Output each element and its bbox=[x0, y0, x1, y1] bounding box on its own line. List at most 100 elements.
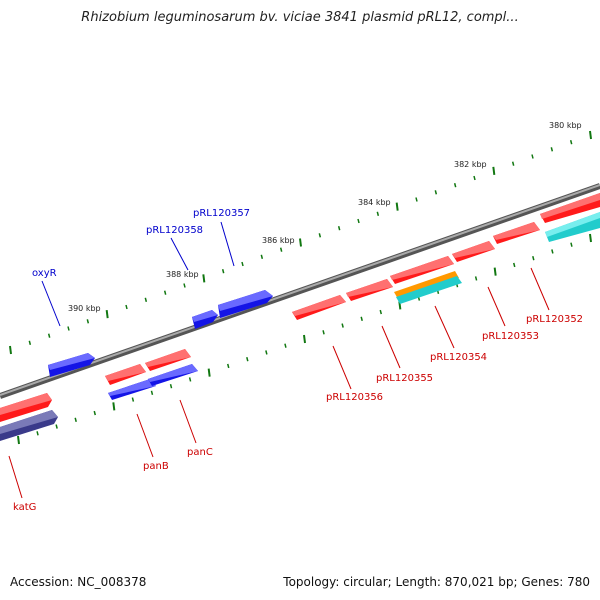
inner-tick-mark bbox=[131, 397, 135, 402]
outer-tick-mark bbox=[202, 274, 206, 283]
outer-tick-mark bbox=[550, 147, 554, 152]
outer-tick-mark bbox=[531, 154, 534, 159]
inner-tick-mark bbox=[17, 435, 20, 445]
leader-pRL120357 bbox=[220, 221, 235, 267]
label-oxyR: oxyR bbox=[32, 268, 57, 279]
gene-pRL120355[interactable] bbox=[346, 279, 393, 301]
label-pRL120354: pRL120354 bbox=[430, 352, 487, 363]
inner-tick-mark bbox=[589, 233, 592, 243]
outer-tick-mark bbox=[569, 139, 573, 145]
gene-katG-navy[interactable] bbox=[0, 410, 58, 441]
outer-tick-mark bbox=[221, 268, 225, 274]
outer-tick-mark bbox=[125, 304, 128, 310]
inner-tick-mark bbox=[207, 368, 211, 377]
outer-tick-mark bbox=[511, 161, 515, 166]
inner-tick-mark bbox=[169, 383, 173, 389]
inner-tick-mark bbox=[112, 402, 116, 411]
accession-text: Accession: NC_008378 bbox=[10, 575, 147, 589]
outer-tick-mark bbox=[86, 319, 90, 324]
gene-pRL120358[interactable] bbox=[192, 310, 218, 329]
gene-pRL120352-a[interactable] bbox=[493, 222, 540, 244]
inner-tick-mark bbox=[246, 357, 249, 362]
inner-tick-mark bbox=[341, 323, 344, 328]
scale-label-386: 386 kbp bbox=[262, 236, 295, 245]
inner-tick-mark bbox=[303, 334, 306, 344]
outer-tick-mark bbox=[47, 333, 51, 338]
inner-tick-mark bbox=[551, 249, 554, 254]
inner-tick-mark bbox=[227, 363, 230, 369]
inner-tick-mark bbox=[570, 242, 573, 247]
outer-tick-mark bbox=[28, 340, 32, 346]
topology-text: Topology: circular; Length: 870,021 bp; … bbox=[283, 575, 590, 589]
inner-tick-mark bbox=[532, 256, 535, 261]
outer-tick-mark bbox=[279, 247, 283, 252]
leader-pRL120358 bbox=[170, 237, 189, 271]
label-pRL120352: pRL120352 bbox=[526, 314, 583, 325]
reverse-genes bbox=[0, 193, 600, 441]
scale-label-390: 390 kbp bbox=[68, 304, 101, 313]
outer-tick-mark bbox=[241, 261, 244, 267]
label-panB: panB bbox=[143, 461, 169, 472]
inner-tick-mark bbox=[55, 424, 58, 429]
outer-tick-mark bbox=[260, 254, 264, 260]
outer-tick-row bbox=[9, 130, 592, 355]
leader-pRL120355 bbox=[381, 325, 401, 369]
gene-panC-red[interactable] bbox=[145, 349, 191, 371]
outer-tick-mark bbox=[9, 345, 12, 355]
outer-tick-mark bbox=[453, 182, 457, 188]
gene-oxyR[interactable] bbox=[48, 353, 95, 377]
outer-tick-mark bbox=[357, 218, 360, 224]
leader-pRL120352 bbox=[530, 267, 550, 311]
leader-pRL120353 bbox=[487, 286, 506, 327]
gene-katG-red[interactable] bbox=[0, 393, 52, 422]
gene-panB-blue[interactable] bbox=[108, 379, 156, 400]
scale-label-384: 384 kbp bbox=[358, 198, 391, 207]
leader-pRL120354 bbox=[434, 305, 455, 349]
gene-panB-red[interactable] bbox=[105, 364, 146, 385]
inner-tick-mark bbox=[513, 262, 516, 268]
outer-tick-mark bbox=[318, 233, 322, 238]
outer-tick-mark bbox=[299, 238, 302, 247]
inner-tick-mark bbox=[360, 316, 363, 321]
label-pRL120358: pRL120358 bbox=[146, 225, 203, 236]
backbone-highlight bbox=[0, 184, 600, 396]
inner-tick-mark bbox=[74, 417, 77, 422]
inner-tick-mark bbox=[474, 276, 478, 281]
gene-pRL120353[interactable] bbox=[452, 241, 495, 262]
label-pRL120353: pRL120353 bbox=[482, 331, 539, 342]
outer-tick-mark bbox=[105, 310, 109, 319]
label-pRL120356: pRL120356 bbox=[326, 392, 383, 403]
gene-pRL120354-orange[interactable] bbox=[394, 271, 459, 299]
scale-label-382: 382 kbp bbox=[454, 160, 487, 169]
inner-tick-mark bbox=[93, 410, 96, 416]
gene-pRL120357[interactable] bbox=[218, 290, 273, 318]
outer-tick-mark bbox=[492, 166, 496, 175]
forward-genes bbox=[48, 290, 273, 377]
outer-tick-mark bbox=[415, 197, 418, 202]
gene-pRL120356[interactable] bbox=[292, 295, 346, 320]
leader-pRL120356 bbox=[332, 345, 352, 390]
outer-tick-mark bbox=[163, 290, 167, 295]
scale-label-388: 388 kbp bbox=[166, 270, 199, 279]
inner-tick-mark bbox=[493, 267, 497, 276]
gene-pRL120354-red[interactable] bbox=[390, 256, 454, 284]
gene-pRL120352-b[interactable] bbox=[540, 193, 600, 223]
outer-tick-mark bbox=[67, 326, 70, 331]
outer-tick-mark bbox=[589, 130, 592, 140]
leader-panB bbox=[136, 413, 154, 458]
outer-tick-mark bbox=[473, 175, 476, 181]
gene-panC-blue[interactable] bbox=[148, 364, 198, 386]
inner-tick-mark bbox=[379, 309, 382, 315]
inner-tick-mark bbox=[36, 431, 39, 436]
inner-tick-mark bbox=[150, 390, 154, 396]
outer-tick-mark bbox=[434, 190, 438, 195]
outer-tick-mark bbox=[337, 225, 341, 231]
label-pRL120357: pRL120357 bbox=[193, 208, 250, 219]
gene-pRL120354-cyan[interactable] bbox=[396, 276, 462, 304]
gene-pRL120352-cyan[interactable] bbox=[545, 212, 600, 242]
label-pRL120355: pRL120355 bbox=[376, 373, 433, 384]
inner-tick-row bbox=[17, 233, 592, 445]
inner-tick-mark bbox=[322, 330, 325, 335]
leader-panC bbox=[179, 399, 197, 444]
label-katG: katG bbox=[13, 502, 36, 513]
